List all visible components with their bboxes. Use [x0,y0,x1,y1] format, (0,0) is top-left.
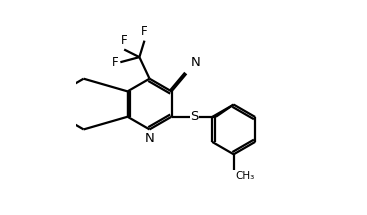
Text: N: N [145,132,155,145]
Text: F: F [112,56,118,69]
Text: F: F [121,34,127,47]
Text: CH₃: CH₃ [236,170,255,181]
Text: F: F [141,26,148,38]
Text: N: N [190,56,200,69]
Text: S: S [190,110,199,123]
